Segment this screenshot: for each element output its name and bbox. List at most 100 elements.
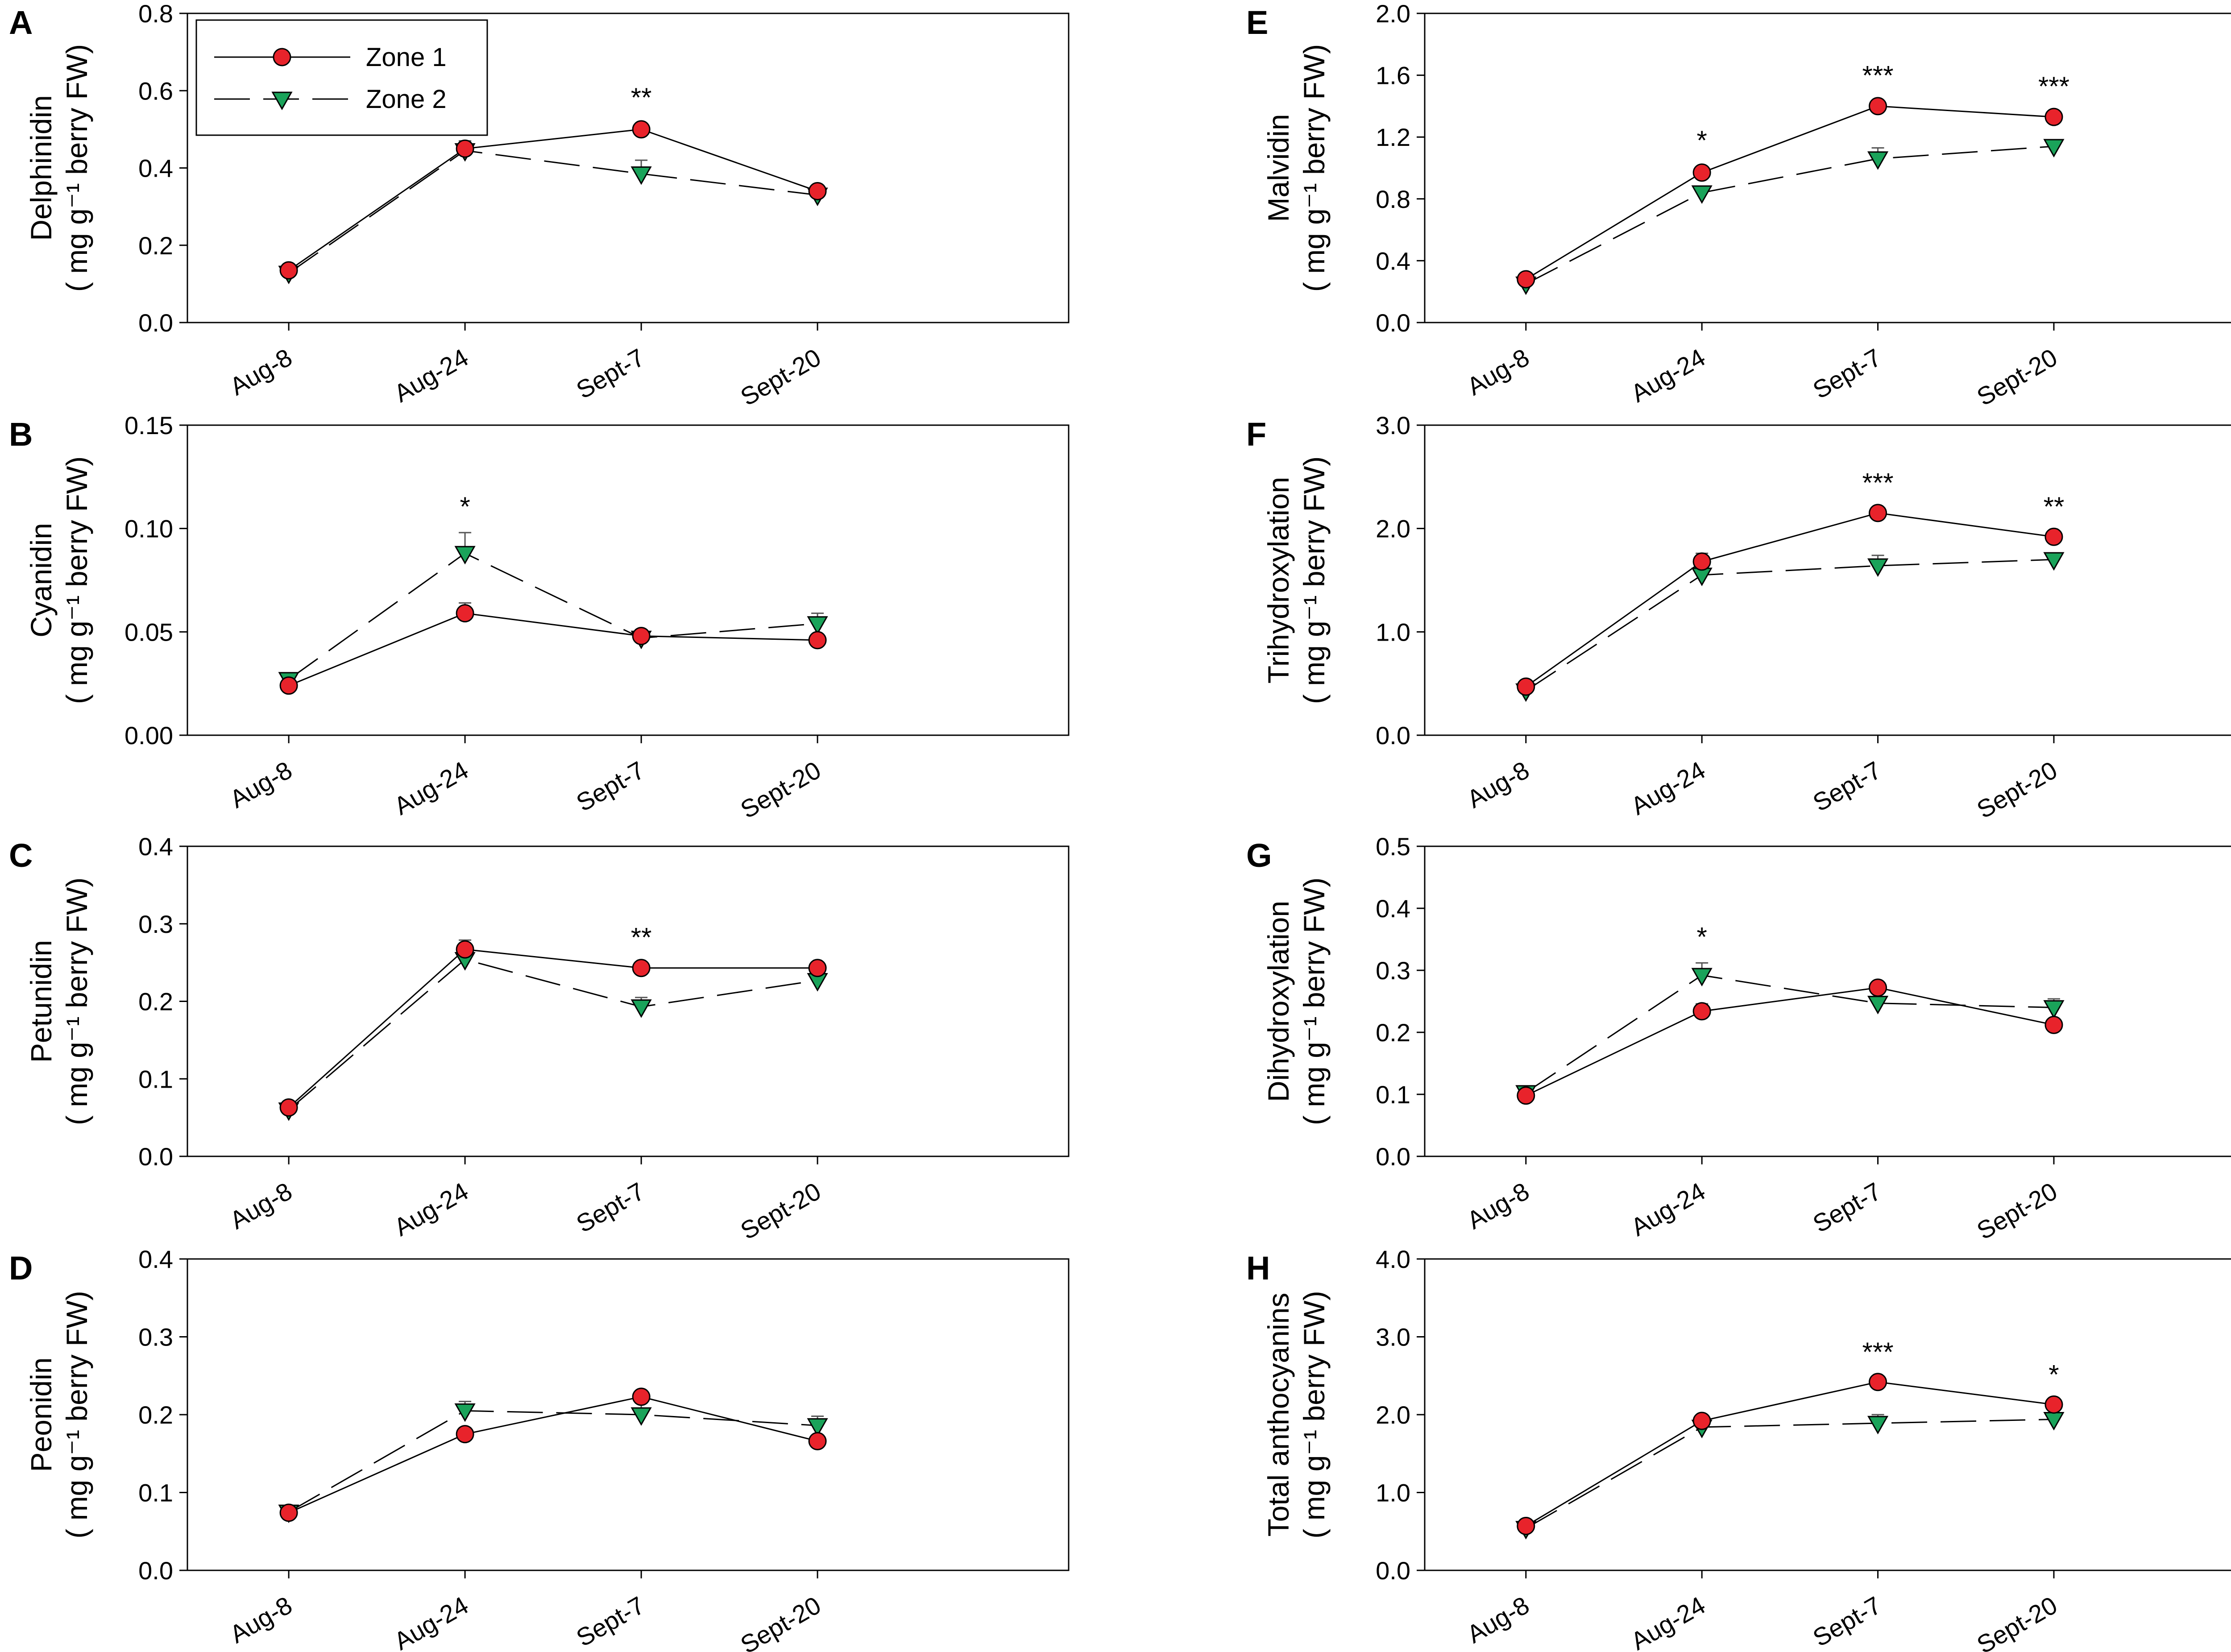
significance-label-e: *** <box>1862 61 1894 91</box>
series-line-zone-2-c <box>288 959 818 1110</box>
y-tick-label-e: 1.6 <box>1376 62 1410 90</box>
plot-frame-h <box>1424 1258 2231 1571</box>
panel-letter-g: G <box>1246 837 1272 874</box>
significance-label-b: * <box>460 492 470 522</box>
panel-h: H 0.0 1.0 2.0 3.0 4.0 Aug-8 Aug-24 Sept-7 Sept-20… <box>1246 1245 2231 1652</box>
panel-e: E 0.0 0.4 0.8 1.2 1.6 2.0 Aug-8 Aug-24 Sept-7 Sept… <box>1246 0 2231 411</box>
marker-zone-1-b <box>279 676 298 695</box>
marker-zone-2-h <box>1867 1416 1889 1435</box>
marker-zone-1-d <box>456 1425 474 1444</box>
y-axis-title-b: Cyanidin <box>25 523 58 638</box>
panel-letter-b: B <box>9 416 33 453</box>
marker-zone-1-g <box>1517 1086 1535 1105</box>
y-axis-units-g: ( mg g⁻¹ berry FW) <box>1298 878 1331 1126</box>
x-tick-label-g: Sept-20 <box>1972 1177 2062 1245</box>
plot-frame-c <box>187 845 1070 1157</box>
marker-zone-2-e <box>1867 151 1889 170</box>
significance-label-c: ** <box>631 922 652 952</box>
series-line-zone-2-b <box>288 552 818 680</box>
marker-zone-2-f <box>1867 558 1889 577</box>
panel-a: A 0.0 0.2 0.4 0.6 0.8 Aug-8 Aug-24 Sept-7 Sept-20… <box>9 0 1070 411</box>
x-tick-label-d: Sept-7 <box>572 1591 649 1652</box>
y-axis-title-d: Peonidin <box>25 1358 58 1472</box>
plot-frame-b <box>187 424 1070 736</box>
marker-zone-1-g <box>1692 1002 1711 1021</box>
significance-label-f: *** <box>1862 468 1894 498</box>
y-axis-units-d: ( mg g⁻¹ berry FW) <box>60 1291 93 1539</box>
y-tick-label-g: 0.5 <box>1376 832 1410 861</box>
series-line-zone-1-h <box>1526 1381 2054 1527</box>
y-tick-label-h: 2.0 <box>1376 1401 1410 1429</box>
marker-zone-2-f <box>2043 552 2065 571</box>
marker-zone-1-d <box>808 1432 827 1450</box>
significance-label-e: *** <box>2038 71 2069 101</box>
series-line-zone-2-a <box>288 149 818 274</box>
series-line-zone-1-a <box>288 128 818 271</box>
x-tick-label-c: Aug-24 <box>389 1177 473 1242</box>
marker-zone-1-g <box>1869 978 1887 997</box>
x-tick-label-a: Sept-7 <box>572 343 649 404</box>
series-line-zone-1-e <box>1526 105 2054 280</box>
panel-b: B 0.00 0.05 0.10 0.15 Aug-8 Aug-24 Sept-7 Sept-2… <box>9 411 1070 824</box>
y-tick-label-d: 0.4 <box>138 1245 173 1273</box>
y-tick-label-e: 1.2 <box>1376 123 1410 151</box>
series-line-zone-2-e <box>1526 145 2054 285</box>
panel-letter-a: A <box>9 4 33 41</box>
x-tick-label-e: Aug-24 <box>1626 343 1710 408</box>
series-line-zone-2-f <box>1525 559 2054 691</box>
y-axis-units-a: ( mg g⁻¹ berry FW) <box>60 44 93 292</box>
panel-letter-f: F <box>1246 416 1266 453</box>
marker-zone-2-e <box>2043 139 2065 158</box>
marker-zone-1-f <box>1869 504 1887 522</box>
series-line-zone-2-d <box>288 1410 818 1513</box>
y-tick-label-e: 0.4 <box>1376 247 1410 275</box>
significance-label-f: ** <box>2044 492 2065 522</box>
x-tick-label-b: Sept-20 <box>736 756 825 824</box>
x-tick-label-c: Sept-20 <box>736 1177 825 1245</box>
x-tick-label-a: Aug-8 <box>225 343 297 401</box>
y-tick-label-c: 0.2 <box>138 988 173 1016</box>
marker-zone-2-g <box>1867 996 1889 1014</box>
y-tick-label-f: 1.0 <box>1376 618 1410 646</box>
y-axis-title-h: Total anthocyanins <box>1262 1293 1295 1537</box>
marker-zone-1-f <box>1692 552 1711 571</box>
x-tick-label-g: Aug-24 <box>1626 1177 1710 1242</box>
x-tick-label-h: Aug-24 <box>1626 1591 1710 1652</box>
marker-zone-1-h <box>1692 1412 1711 1430</box>
marker-zone-2-b <box>454 546 476 565</box>
significance-label-g: * <box>1697 922 1707 952</box>
y-tick-label-d: 0.2 <box>138 1401 173 1429</box>
y-tick-label-b: 0.10 <box>124 515 173 543</box>
plot-frame-e <box>1424 12 2231 323</box>
y-axis-units-b: ( mg g⁻¹ berry FW) <box>60 456 93 704</box>
marker-zone-2-a <box>630 166 652 185</box>
marker-zone-1-a <box>456 139 474 158</box>
series-line-zone-1-b <box>288 613 818 687</box>
x-tick-label-e: Sept-20 <box>1972 343 2062 411</box>
legend-marker-zone-1 <box>273 48 291 66</box>
marker-zone-1-c <box>632 959 651 977</box>
y-tick-label-f: 0.0 <box>1376 721 1410 749</box>
x-tick-label-c: Aug-8 <box>225 1177 297 1234</box>
marker-zone-1-d <box>279 1503 298 1522</box>
y-tick-label-f: 2.0 <box>1376 515 1410 543</box>
marker-zone-2-c <box>630 999 652 1018</box>
x-tick-label-a: Aug-24 <box>389 343 473 408</box>
y-axis-title-a: Delphinidin <box>25 95 58 241</box>
legend-label-zone-1: Zone 1 <box>366 43 447 72</box>
significance-label-h: *** <box>1862 1337 1894 1367</box>
y-tick-label-g: 0.2 <box>1376 1019 1410 1047</box>
x-tick-label-f: Sept-20 <box>1972 756 2062 824</box>
marker-zone-2-g <box>1691 968 1713 987</box>
y-axis-units-h: ( mg g⁻¹ berry FW) <box>1298 1291 1331 1539</box>
x-tick-label-b: Aug-8 <box>225 756 297 813</box>
x-tick-label-d: Aug-24 <box>389 1591 473 1652</box>
y-axis-title-g: Dihydroxylation <box>1262 901 1295 1102</box>
y-tick-label-g: 0.0 <box>1376 1143 1410 1171</box>
y-tick-label-g: 0.4 <box>1376 894 1410 923</box>
x-tick-label-f: Aug-24 <box>1626 756 1710 820</box>
y-tick-label-a: 0.8 <box>138 0 173 28</box>
marker-zone-1-f <box>2044 527 2063 546</box>
y-tick-label-c: 0.3 <box>138 910 173 938</box>
y-tick-label-a: 0.6 <box>138 77 173 105</box>
